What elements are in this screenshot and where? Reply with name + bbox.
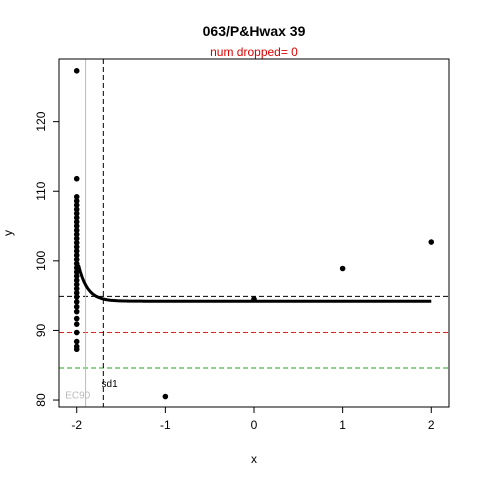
- data-point: [339, 265, 346, 272]
- data-point: [73, 239, 80, 246]
- data-point: [73, 290, 80, 296]
- data-point: [73, 219, 80, 225]
- y-tick-label: 80: [34, 393, 48, 407]
- data-point: [73, 277, 80, 284]
- data-point: [251, 296, 257, 302]
- data-point: [73, 202, 80, 208]
- data-point: [73, 265, 80, 271]
- data-point: [73, 68, 80, 74]
- data-point: [73, 244, 80, 250]
- data-point: [73, 194, 80, 200]
- data-point: [73, 299, 80, 305]
- y-tick-label: 120: [34, 111, 48, 131]
- chart-subtitle: num dropped= 0: [210, 45, 298, 59]
- data-point: [73, 175, 80, 182]
- data-point: [73, 223, 80, 229]
- x-tick-label: 0: [251, 418, 258, 432]
- data-point: [73, 210, 80, 217]
- data-point: [73, 206, 80, 213]
- plot-frame: [58, 58, 450, 408]
- data-point: [73, 227, 80, 234]
- data-point: [73, 321, 80, 327]
- data-point: [73, 214, 80, 221]
- x-tick-label: 1: [339, 418, 346, 432]
- data-point: [73, 231, 80, 238]
- annotation-ec90: EC90: [65, 391, 90, 402]
- data-point: [73, 294, 80, 300]
- data-point: [73, 338, 80, 345]
- data-point: [73, 315, 80, 322]
- fit-curve: [77, 264, 432, 303]
- x-axis-label: x: [251, 452, 257, 466]
- data-point: [73, 256, 80, 263]
- data-point: [73, 198, 80, 204]
- data-point: [73, 252, 80, 259]
- data-point: [73, 248, 80, 254]
- chart-title: 063/P&Hwax 39: [203, 23, 306, 39]
- data-point: [73, 329, 80, 336]
- data-point: [428, 239, 435, 245]
- data-point: [162, 393, 169, 400]
- data-point: [73, 285, 80, 292]
- data-point: [73, 308, 80, 315]
- annotation-sd1: sd1: [102, 379, 119, 390]
- data-point: [73, 281, 80, 288]
- x-tick-label: -2: [71, 418, 82, 432]
- data-point: [73, 269, 80, 275]
- y-tick-label: 100: [34, 251, 48, 271]
- data-point: [73, 346, 80, 353]
- data-point: [73, 235, 80, 242]
- data-point: [73, 273, 80, 279]
- y-tick-label: 90: [34, 323, 48, 337]
- x-tick-label: -1: [160, 418, 171, 432]
- y-axis-label: y: [1, 230, 15, 236]
- y-tick-label: 110: [34, 181, 48, 200]
- data-point: [73, 260, 80, 267]
- data-point: [73, 303, 80, 310]
- x-tick-label: 2: [428, 418, 435, 432]
